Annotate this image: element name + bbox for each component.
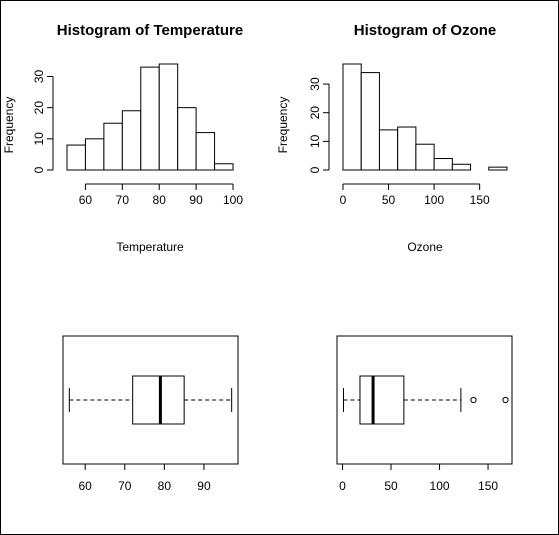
hist-temp-y-tick-label: 20 <box>32 101 46 115</box>
hist-temp-bar <box>103 122 123 171</box>
hist-temp-bar <box>84 138 105 171</box>
hist-temp-bar <box>177 107 197 171</box>
hist-temp-y-tick-label: 0 <box>32 166 46 173</box>
hist-temp-bar <box>140 66 160 171</box>
hist-ozone-bar <box>451 163 472 171</box>
boxplot-ozone: 0 50 100 150 <box>336 335 513 493</box>
hist-ozone-bar <box>360 72 380 171</box>
hist-ozone-x-tick-label: 150 <box>470 193 490 207</box>
hist-temp-bar <box>66 144 86 171</box>
hist-temp-xlabel: Temperature <box>116 240 184 254</box>
box-ozone-x-tick-label: 150 <box>478 479 498 493</box>
hist-temp-x-tick-label: 80 <box>153 193 167 207</box>
hist-ozone-xlabel: Ozone <box>407 240 443 254</box>
hist-temp-x-tick-label: 70 <box>116 193 130 207</box>
hist-ozone-x-tick-label: 0 <box>340 193 347 207</box>
hist-ozone-bar <box>433 158 453 171</box>
hist-ozone-bar <box>488 166 508 171</box>
hist-ozone-bar <box>397 126 417 171</box>
hist-temp-x-tick-label: 100 <box>223 193 243 207</box>
box-ozone-outlier <box>470 396 477 404</box>
hist-ozone-y-tick-label: 10 <box>308 134 322 148</box>
hist-ozone-x-tick-label: 50 <box>382 193 396 207</box>
hist-temp-bar <box>214 163 234 171</box>
hist-temp-ylabel: Frequency <box>2 97 16 154</box>
histogram-temperature: Histogram of Temperature Temperature Fre… <box>2 22 243 254</box>
box-ozone-x-tick-label: 50 <box>384 479 398 493</box>
hist-temp-y-tick-label: 10 <box>32 132 46 146</box>
box-temp-x-tick-label: 90 <box>197 479 211 493</box>
box-ozone-outlier <box>502 396 509 404</box>
hist-ozone-y-tick-label: 20 <box>308 106 322 120</box>
hist-ozone-x-tick-label: 100 <box>424 193 444 207</box>
histogram-ozone: Histogram of Ozone Ozone Frequency 0 50 10… <box>276 22 508 254</box>
hist-temp-x-tick-label: 90 <box>189 193 203 207</box>
hist-temp-bar <box>121 110 142 171</box>
box-temp-x-tick-label: 60 <box>78 479 92 493</box>
hist-ozone-y-tick-label: 0 <box>308 166 322 173</box>
box-ozone-box <box>359 375 405 425</box>
hist-ozone-title: Histogram of Ozone <box>354 22 497 39</box>
hist-ozone-bar <box>378 129 399 171</box>
hist-temp-title: Histogram of Temperature <box>57 22 243 39</box>
hist-ozone-bar <box>415 143 435 171</box>
hist-ozone-ylabel: Frequency <box>276 97 290 154</box>
box-ozone-x-tick-label: 0 <box>339 479 346 493</box>
boxplot-temperature: 60 70 80 90 <box>62 335 239 493</box>
hist-ozone-y-tick-label: 30 <box>308 77 322 91</box>
hist-temp-y-tick-label: 30 <box>32 69 46 83</box>
box-temp-x-tick-label: 70 <box>118 479 132 493</box>
box-ozone-x-tick-label: 100 <box>430 479 450 493</box>
hist-ozone-bar <box>342 63 362 171</box>
hist-temp-bar <box>195 132 216 171</box>
box-temp-box <box>132 375 185 425</box>
box-temp-x-tick-label: 80 <box>158 479 172 493</box>
hist-temp-x-tick-label: 60 <box>79 193 93 207</box>
hist-temp-bar <box>158 63 179 171</box>
